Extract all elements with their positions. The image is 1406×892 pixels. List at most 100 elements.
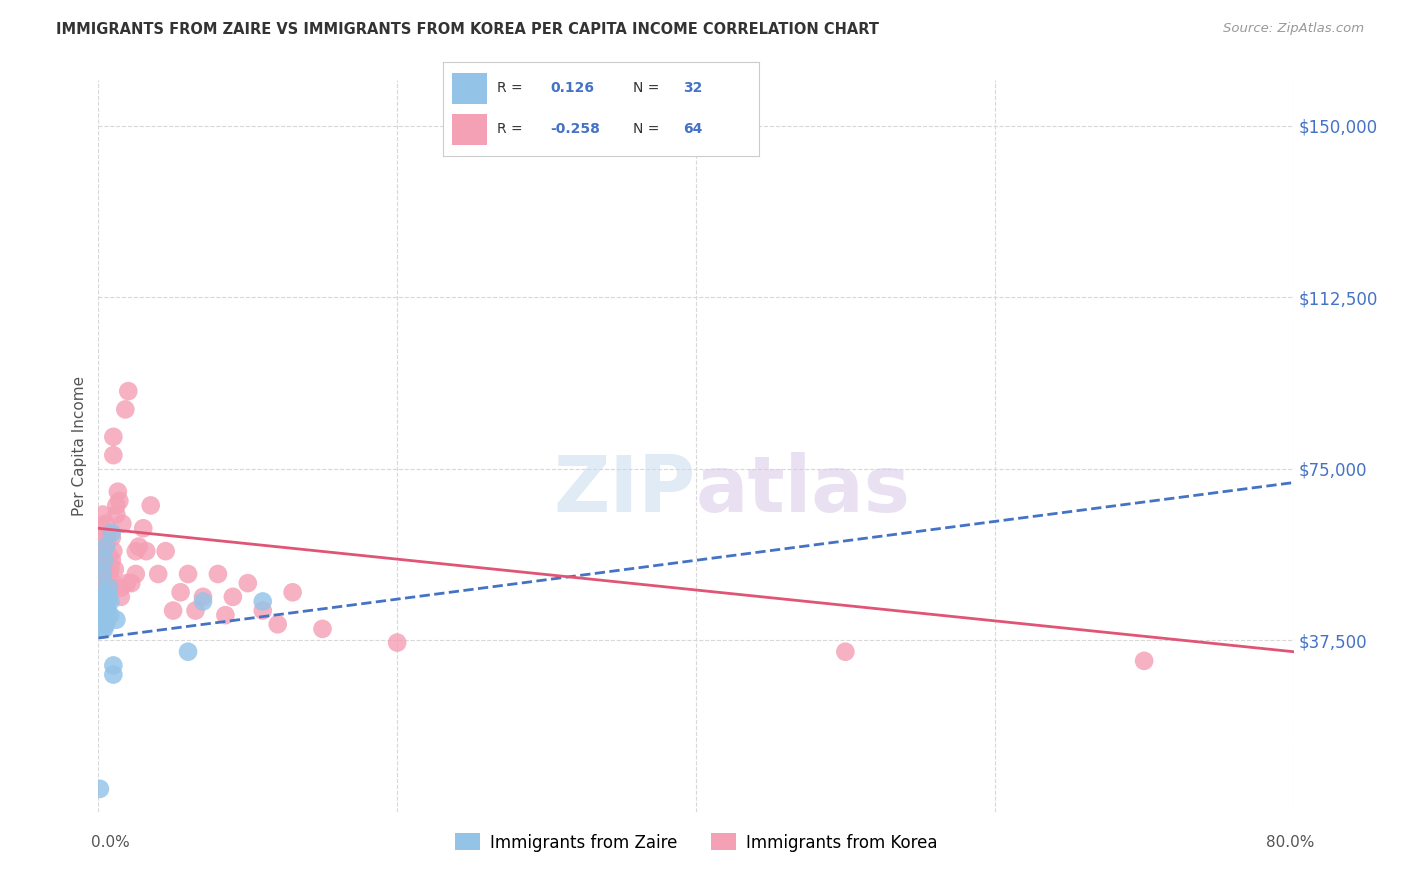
Point (93, 576, 115, 591)
Point (103, 544, 125, 558)
Bar (453, 73, 486, 103)
Text: N =: N = (633, 81, 659, 95)
Point (94, 603, 117, 617)
Point (97, 581, 120, 595)
Point (191, 594, 214, 608)
Point (105, 499, 128, 513)
Point (89, 781, 111, 796)
Point (184, 603, 207, 617)
Point (117, 384, 139, 398)
Point (114, 402, 136, 417)
Point (214, 608, 236, 623)
Point (96, 585, 118, 599)
Point (115, 576, 138, 591)
Point (96, 613, 118, 627)
Point (94, 594, 117, 608)
Point (107, 484, 129, 499)
Point (93, 553, 115, 567)
Point (98, 581, 122, 595)
Text: 0.126: 0.126 (550, 81, 595, 95)
Point (222, 590, 245, 604)
Point (104, 562, 127, 576)
Point (93, 553, 115, 567)
Point (139, 499, 162, 513)
Point (90, 603, 112, 617)
Point (101, 530, 124, 544)
Point (252, 603, 274, 617)
Text: 80.0%: 80.0% (1267, 836, 1315, 850)
Point (128, 540, 150, 554)
Point (97, 558, 120, 572)
Point (98, 562, 122, 576)
Point (111, 516, 134, 531)
Point (94, 549, 117, 563)
Point (148, 567, 170, 582)
Point (98, 594, 122, 608)
Point (177, 567, 200, 582)
Point (93, 603, 115, 617)
Point (101, 525, 124, 540)
Text: N =: N = (633, 122, 659, 136)
Point (125, 544, 148, 558)
Bar (453, 114, 486, 145)
Point (132, 521, 155, 535)
Point (91, 622, 114, 636)
Point (155, 544, 177, 558)
Point (97, 590, 120, 604)
Point (91, 530, 114, 544)
Point (96, 530, 118, 544)
Text: R =: R = (496, 122, 522, 136)
Point (281, 585, 304, 599)
Point (93, 622, 115, 636)
Point (93, 613, 115, 627)
Point (135, 544, 157, 558)
Point (90, 608, 112, 623)
Point (96, 567, 118, 582)
Point (97, 549, 120, 563)
Text: atlas: atlas (696, 452, 911, 528)
Point (91, 508, 114, 522)
Point (90, 567, 112, 582)
Text: 64: 64 (683, 122, 703, 136)
Text: -0.258: -0.258 (550, 122, 600, 136)
Point (110, 581, 132, 595)
Point (105, 613, 128, 627)
Point (98, 608, 122, 623)
Text: IMMIGRANTS FROM ZAIRE VS IMMIGRANTS FROM KOREA PER CAPITA INCOME CORRELATION CHA: IMMIGRANTS FROM ZAIRE VS IMMIGRANTS FROM… (56, 22, 879, 37)
Point (91, 608, 114, 623)
Point (96, 594, 118, 608)
Point (93, 544, 115, 558)
Point (89, 585, 111, 599)
Point (207, 567, 229, 582)
Point (252, 594, 274, 608)
Point (169, 585, 191, 599)
Point (834, 645, 856, 659)
Text: ZIP: ZIP (554, 452, 696, 528)
Text: Source: ZipAtlas.com: Source: ZipAtlas.com (1223, 22, 1364, 36)
Point (91, 585, 114, 599)
Point (97, 576, 120, 591)
Point (103, 448, 125, 462)
Point (94, 567, 117, 582)
Point (93, 594, 115, 608)
Point (91, 594, 114, 608)
Text: 0.0%: 0.0% (91, 836, 131, 850)
Point (108, 493, 131, 508)
Point (162, 603, 184, 617)
Point (177, 645, 200, 659)
Point (311, 622, 333, 636)
Text: 32: 32 (683, 81, 703, 95)
Point (94, 617, 117, 632)
Legend: Immigrants from Zaire, Immigrants from Korea: Immigrants from Zaire, Immigrants from K… (449, 827, 943, 858)
Point (90, 594, 112, 608)
Point (91, 549, 114, 563)
Point (267, 617, 290, 632)
Point (91, 521, 114, 535)
Text: R =: R = (496, 81, 522, 95)
Point (103, 430, 125, 444)
Point (125, 567, 148, 582)
Point (94, 540, 117, 554)
Point (94, 516, 117, 531)
Y-axis label: Per Capita Income: Per Capita Income (72, 376, 87, 516)
Point (98, 572, 122, 586)
